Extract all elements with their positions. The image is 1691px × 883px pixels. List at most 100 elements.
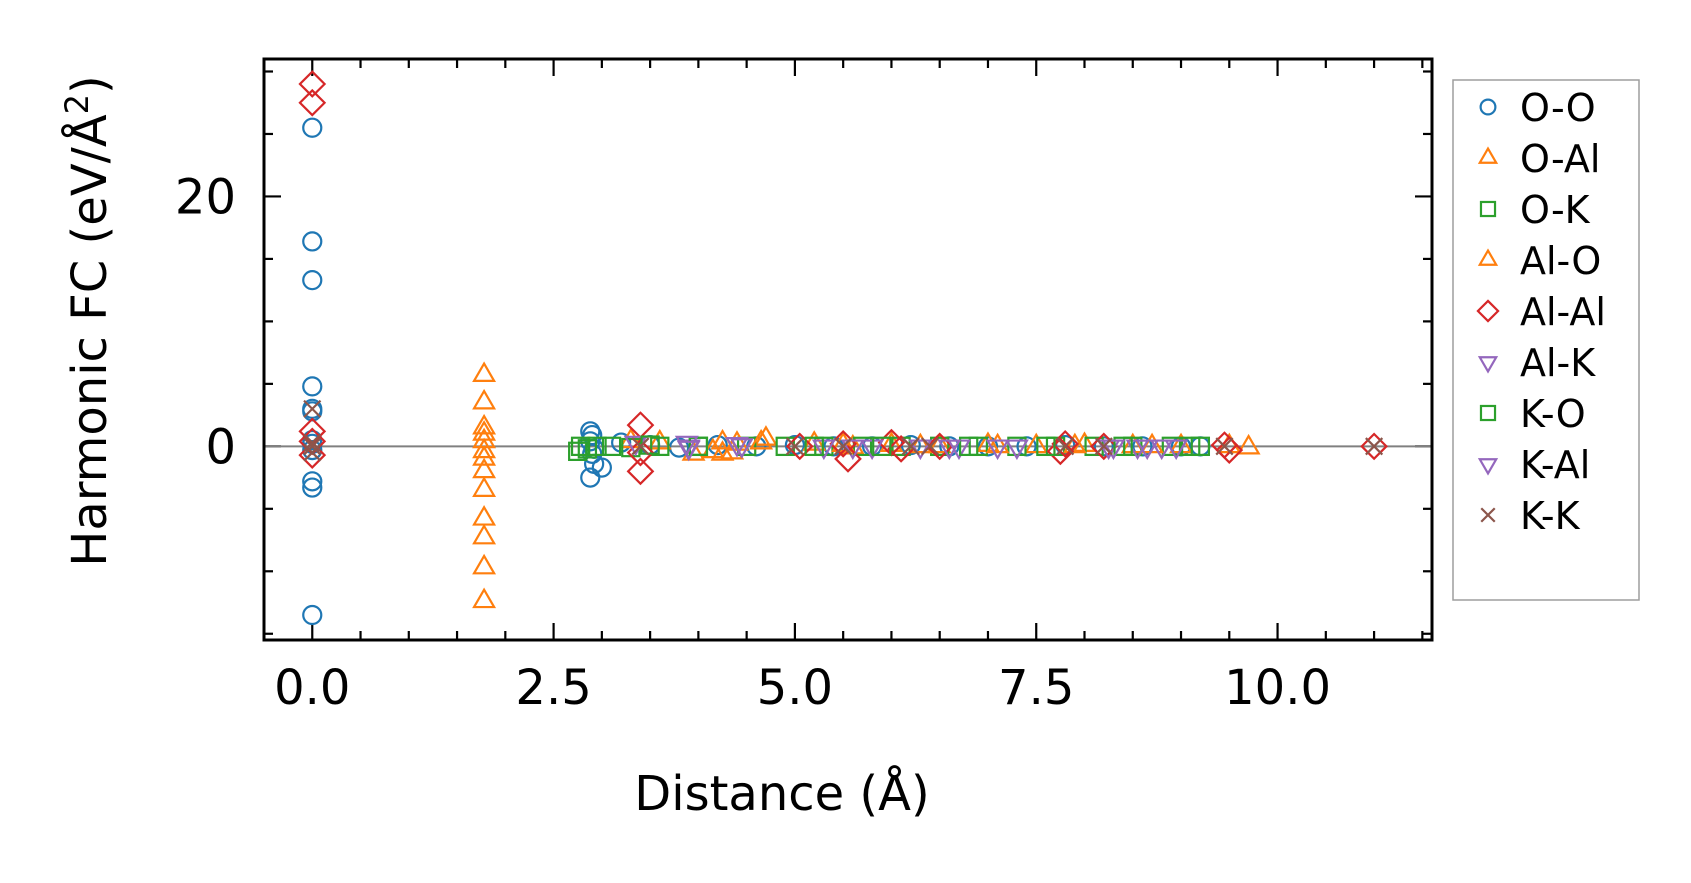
legend-items: O-O O-Al O-K Al-O Al-Al Al-K K-O K-Al K-K <box>1476 86 1606 538</box>
data-point <box>302 231 323 252</box>
data-point <box>298 70 327 98</box>
data-point <box>1360 432 1388 461</box>
data-point <box>676 440 701 462</box>
data-point <box>1164 439 1189 461</box>
data-point <box>872 436 892 457</box>
data-point <box>1062 432 1087 454</box>
data-point <box>1101 439 1126 461</box>
data-point <box>472 553 497 575</box>
data-point <box>303 399 322 418</box>
data-point <box>472 437 497 459</box>
data-point <box>834 444 862 473</box>
data-point <box>591 457 612 478</box>
series-1 <box>472 361 1261 609</box>
data-point <box>958 436 979 457</box>
legend-marker <box>1477 458 1499 476</box>
data-point <box>729 438 754 459</box>
x-tick-labels: 0.0 2.5 5.0 7.5 10.0 <box>274 660 1331 716</box>
legend-label: K-K <box>1520 494 1581 538</box>
x-tick-label: 0.0 <box>274 660 350 716</box>
y-tick-labels: 0 20 <box>175 169 236 475</box>
legend-label: Al-K <box>1520 341 1596 385</box>
data-point <box>937 439 962 461</box>
data-point <box>303 443 322 462</box>
legend-frame <box>1452 79 1640 601</box>
data-point <box>1056 437 1075 456</box>
data-point <box>1046 437 1075 466</box>
data-point <box>921 437 940 456</box>
x-tick-label: 7.5 <box>998 660 1074 716</box>
data-point <box>1089 432 1118 461</box>
data-point <box>1113 436 1133 457</box>
data-point <box>1004 439 1029 461</box>
y-axis-label-main: Harmonic FC (eV/Å <box>61 114 118 567</box>
data-point <box>840 439 865 461</box>
legend-marker <box>1476 299 1500 323</box>
data-point <box>710 440 735 461</box>
legend-label: Al-O <box>1520 239 1601 283</box>
data-point <box>753 425 778 446</box>
legend-marker <box>1479 98 1497 116</box>
series-8 <box>303 399 1384 462</box>
data-point <box>472 523 497 545</box>
data-point <box>1007 436 1027 457</box>
legend-marker <box>1479 200 1497 218</box>
data-point <box>1051 429 1080 458</box>
data-point <box>580 467 601 488</box>
data-point <box>749 428 774 450</box>
data-point <box>908 432 933 454</box>
legend-label: O-O <box>1520 86 1596 130</box>
legend-label: Al-Al <box>1520 290 1606 334</box>
legend-label: K-Al <box>1520 443 1590 487</box>
data-point <box>1149 439 1174 461</box>
data-point <box>302 471 323 492</box>
data-point <box>472 476 497 497</box>
data-point <box>908 439 933 461</box>
legend-marker <box>1477 356 1499 374</box>
data-point <box>587 436 607 457</box>
data-point <box>927 432 952 454</box>
y-tick-label: 20 <box>175 169 236 225</box>
data-point <box>472 413 497 435</box>
data-point <box>1161 436 1182 457</box>
y-axis-label-end: ) <box>62 75 118 94</box>
legend-marker <box>1480 507 1496 523</box>
data-point <box>303 437 322 456</box>
data-point <box>472 445 497 466</box>
legend-label: O-Al <box>1520 137 1600 181</box>
data-point <box>302 477 323 498</box>
series-6 <box>587 435 1211 457</box>
data-point <box>1236 433 1261 455</box>
data-point <box>1215 436 1244 464</box>
data-point <box>626 457 655 486</box>
major-ticks <box>264 59 1432 640</box>
data-point <box>302 376 323 397</box>
legend-label: O-K <box>1520 188 1591 232</box>
legend-marker <box>1477 146 1499 164</box>
data-point <box>725 436 749 458</box>
data-point <box>631 437 650 456</box>
data-point <box>1365 437 1384 456</box>
data-point <box>302 270 323 291</box>
data-point <box>472 361 497 382</box>
data-point <box>1094 437 1113 456</box>
data-point <box>985 439 1010 461</box>
data-points <box>298 70 1388 626</box>
y-axis-label: Harmonic FC (eV/Å2) <box>58 75 118 567</box>
data-point <box>804 436 824 457</box>
data-point <box>302 604 323 626</box>
data-point <box>1036 436 1056 457</box>
legend-marker <box>1479 404 1497 422</box>
x-tick-label: 10.0 <box>1224 660 1331 716</box>
legend-label: K-O <box>1520 392 1586 436</box>
data-point <box>472 587 497 609</box>
legend: O-O O-Al O-K Al-O Al-Al Al-K K-O K-Al K-K <box>1452 79 1640 601</box>
data-point <box>688 436 709 457</box>
data-point <box>925 432 954 461</box>
data-point <box>901 437 920 456</box>
data-point <box>985 432 1010 454</box>
data-point <box>472 457 497 479</box>
data-point <box>601 436 622 457</box>
legend-marker <box>1477 248 1499 266</box>
